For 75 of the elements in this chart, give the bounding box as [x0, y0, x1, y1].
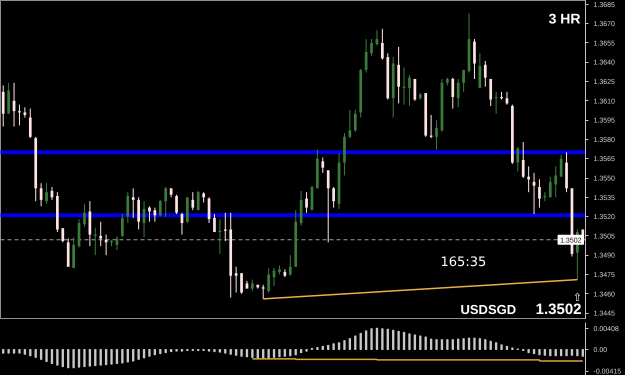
candlestick: [148, 206, 151, 222]
candlestick: [414, 78, 416, 102]
candlestick: [473, 38, 476, 80]
candlestick: [516, 146, 520, 172]
candlestick: [326, 170, 330, 243]
candlestick: [154, 207, 156, 222]
candlestick: [175, 194, 178, 215]
candlestick: [121, 214, 124, 238]
candlestick: [489, 78, 492, 106]
candlestick: [456, 78, 460, 108]
candlestick: [462, 69, 465, 92]
candlestick: [83, 203, 86, 228]
text: USDSGD: [460, 302, 516, 317]
candlestick: [451, 77, 454, 110]
candlestick: [376, 30, 378, 46]
candlestick: [408, 74, 411, 106]
candlestick: [300, 190, 302, 226]
candlestick: [213, 214, 216, 233]
candlestick: [78, 218, 80, 248]
candlestick: [180, 212, 184, 236]
candlestick: [348, 109, 352, 139]
candlestick: [532, 172, 536, 215]
annotation: 165:35: [440, 255, 486, 270]
candlestick: [548, 176, 552, 198]
candlestick: [560, 154, 562, 178]
candlestick: [116, 235, 118, 251]
candlestick: [364, 38, 368, 74]
candlestick: [522, 141, 525, 179]
candlestick: [18, 104, 21, 126]
annotation: ⇧: [572, 291, 582, 304]
candlestick: [478, 52, 482, 88]
candlestick: [544, 192, 546, 202]
candlestick: [196, 190, 200, 211]
candlestick: [234, 266, 238, 293]
candlestick: [50, 186, 54, 200]
candlestick: [126, 192, 130, 224]
candlestick: [28, 108, 32, 139]
candlestick: [310, 185, 314, 211]
candlestick: [554, 166, 558, 198]
candlestick: [506, 91, 508, 106]
candlestick: [137, 196, 140, 230]
candlestick: [40, 182, 42, 207]
candlestick: [240, 272, 243, 294]
candlestick: [430, 114, 432, 139]
candlestick: [305, 192, 308, 214]
candlestick: [164, 186, 168, 218]
candlestick: [267, 268, 270, 293]
candlestick: [354, 109, 357, 132]
candlestick: [381, 28, 384, 60]
candlestick: [402, 66, 406, 106]
candlestick: [218, 218, 222, 254]
text: 3 HR: [548, 10, 581, 26]
candlestick: [12, 82, 16, 128]
candlestick: [61, 228, 64, 243]
candlestick: [527, 166, 530, 193]
candlestick: [142, 200, 146, 238]
candlestick: [158, 199, 162, 218]
candlestick: [7, 82, 10, 114]
candlestick: [435, 120, 438, 150]
candlestick: [278, 264, 281, 275]
candlestick: [94, 228, 97, 256]
candlestick: [494, 91, 498, 114]
candlestick: [272, 268, 276, 287]
candlestick: [2, 84, 5, 128]
candlestick: [202, 192, 205, 203]
candlestick: [45, 182, 48, 204]
candlestick: [208, 196, 210, 224]
candlestick: [484, 60, 487, 88]
candlestick: [88, 200, 92, 247]
annotation: 1.3502: [536, 301, 582, 318]
candlestick: [538, 178, 541, 208]
candlestick: [397, 46, 400, 104]
candlestick: [370, 38, 373, 56]
candlestick: [332, 186, 335, 208]
candlestick: [72, 236, 75, 269]
